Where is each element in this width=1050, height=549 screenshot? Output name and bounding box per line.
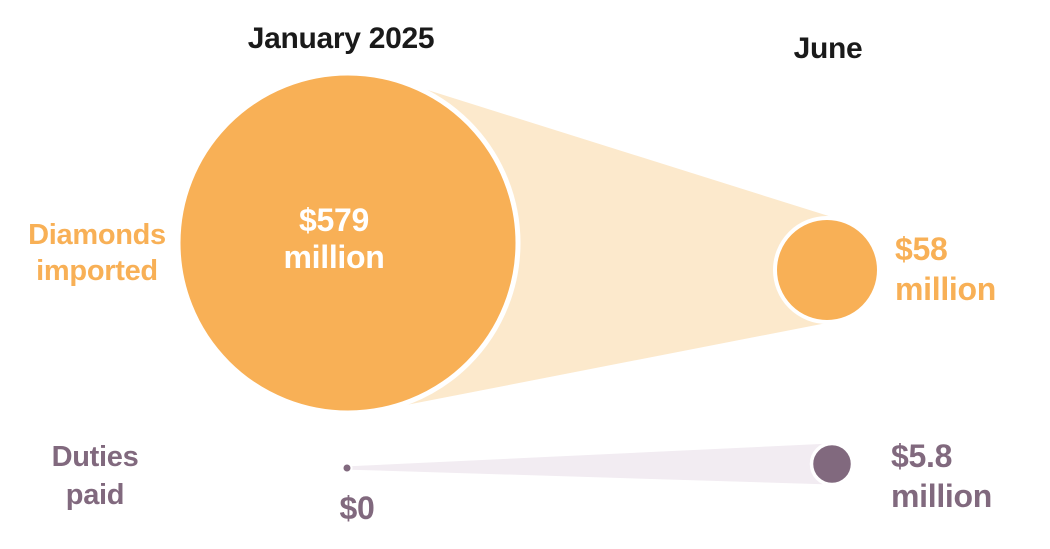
cone-diamonds [380, 81, 879, 410]
row-label-duties-paid: Duties paid [51, 441, 139, 511]
value-label-diamonds-june: $58 million [895, 231, 997, 307]
row-label-diamonds-imported: Diamonds imported [28, 219, 166, 287]
bubble-duties-june [809, 441, 855, 487]
value-label-duties-january: $0 [339, 490, 375, 526]
cone-duties [347, 443, 852, 485]
bubble-diamonds-june [773, 216, 881, 324]
value-label-diamonds-january: $579 million [283, 202, 385, 275]
dot-duties-january [341, 462, 353, 474]
value-label-duties-june: $5.8 million [891, 438, 993, 514]
bubble-diamonds-january [175, 70, 521, 416]
column-title-january-2025: January 2025 [247, 22, 435, 55]
column-title-june: June [793, 32, 863, 65]
